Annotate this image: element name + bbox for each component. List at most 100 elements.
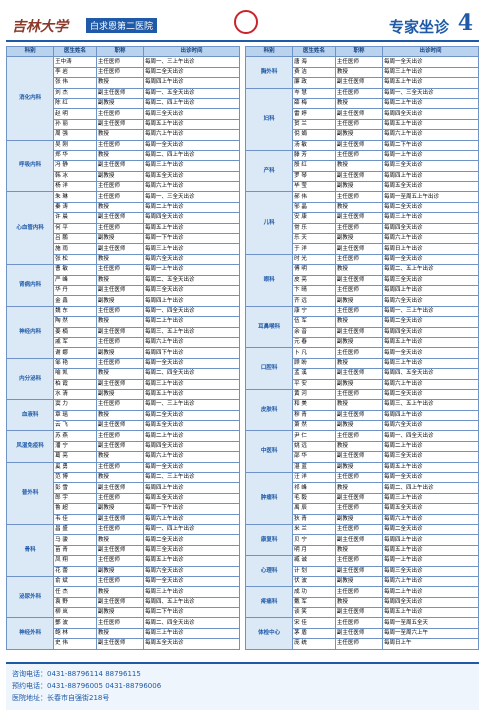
cell: 周 强 [53,129,97,141]
cell: 每周五上午出诊 [382,118,479,131]
cell: 每周六上午出诊 [143,181,240,193]
cell: 毕 莹 [292,181,336,193]
dept-cell: 体检中心 [244,617,294,650]
cell: 每周三上午出诊 [143,378,240,390]
cell: 每周二上午出诊 [143,316,240,328]
cell: 每周六全天出诊 [382,295,479,307]
cell: 教授 [95,471,145,484]
cell: 尹 仁 [292,430,336,442]
cell: 副主任医师 [334,212,384,224]
cell: 吕 鹏 [53,233,97,245]
cell: 窦 力 [53,399,97,411]
cell: 狄 青 [292,513,336,525]
cell: 副教授 [95,97,145,110]
column-header: 医生姓名 [53,45,97,58]
cell: 每周六上午出诊 [382,575,479,588]
cell: 每周二全天出诊 [143,534,240,546]
cell: 曹 敏 [53,264,97,276]
cell: 每周三上午出诊 [143,243,240,255]
cell: 主任医师 [334,87,384,99]
cell: 每周一至周五全天 [382,617,479,629]
cell: 宋 佳 [292,617,336,629]
cell: 许 晨 [53,212,97,224]
cell: 每周六上午出诊 [382,378,479,390]
cell: 副教授 [95,295,145,307]
row: 体检中心宋 佳主任医师 每周一至周五全天 [244,617,479,650]
cell: 每周一、三上午出诊 [143,399,240,411]
cell: 副主任医师 [95,212,145,224]
cell: 每周五上午出诊 [143,118,240,131]
cell: 每周三、五上午出诊 [143,326,240,338]
cell: 任 杰 [53,586,97,598]
cell: 教授 [95,129,145,141]
cell: 每周一、五全天出诊 [143,87,240,99]
cell: 副主任医师 [334,565,384,577]
cell: 副主任医师 [95,440,145,453]
cell: 教授 [334,66,384,79]
cell: 每周三全天出诊 [382,274,479,287]
cell: 每周二、四上午出诊 [143,97,240,110]
cell: 每周四、五上午出诊 [143,596,240,609]
cell: 昌 盛 [53,523,97,536]
dept-cell: 中医科 [244,430,294,474]
cell: 邹 艳 [53,357,97,370]
header: 吉林大学 白求恩第二医院 专家坐诊 4 [6,6,479,42]
cell: 副主任医师 [334,451,384,463]
cell: 每周六全天出诊 [143,253,240,266]
cell: 潘 宁 [53,440,97,453]
cell: 主任医师 [95,430,145,442]
cell: 元 春 [292,336,336,349]
schedule-table: 科别 医生姓名 职称 出诊时间 胸外科唐 海主任医师 每周一全天出诊费 洁教授 每周三上午出… [244,45,479,650]
cell: 每周二全天出诊 [382,316,479,328]
cell: 每周一全天出诊 [382,347,479,359]
cell: 每周二、四全天出诊 [143,617,240,629]
cell: 主任医师 [334,118,384,131]
cell: 每周三全天出诊 [143,284,240,297]
cell: 顾 盼 [292,357,336,370]
dept-cell: 儿科 [244,191,294,255]
cell: 米 兰 [292,523,336,536]
cell: 主任医师 [95,181,145,193]
cell: 教授 [95,316,145,328]
cell: 每周三上午出诊 [382,212,479,224]
row: 内分泌科邹 艳主任医师 每周一全天出诊 [5,357,240,401]
cell: 每周一下午出诊 [143,503,240,515]
cell: 每周一上午出诊 [143,264,240,276]
cell: 祁 峰 [292,482,336,494]
logo [234,10,258,34]
cell: 副主任医师 [95,243,145,255]
cell: 副主任医师 [334,534,384,546]
cell: 教授 [334,97,384,110]
cell: 副教授 [334,420,384,432]
cell: 孙 丽 [53,118,97,131]
cell: 柏 霞 [53,378,97,390]
cell: 每周五上午出诊 [382,461,479,474]
dept-cell: 心血管内科 [5,191,55,266]
cell: 每周三上午出诊 [382,66,479,79]
cell: 主任医师 [95,108,145,120]
cell: 水 清 [53,388,97,401]
cell: 伏 波 [292,575,336,588]
cell: 卜 凡 [292,347,336,359]
cell: 每周四上午出诊 [382,409,479,422]
cell: 每周五全天出诊 [382,503,479,515]
cell: 余 音 [292,326,336,338]
cell: 教授 [334,544,384,557]
cell: 副主任医师 [334,77,384,89]
cell: 成 功 [292,586,336,598]
cell: 副教授 [95,347,145,359]
cell: 史 伟 [53,638,97,650]
row: 消化内科 王中涛 主任医师 每周一、三上午出诊 [5,56,240,141]
cell: 苏 燕 [53,430,97,442]
row: 史 伟副主任医师 每周五全天出诊 [7,638,240,650]
cell: 每周六全天出诊 [143,565,240,577]
row: 李 岩主任医师 每周二全天出诊 [7,66,240,79]
cell: 皮 亮 [292,274,336,287]
cell: 主任医师 [95,222,145,235]
row: 产科滕 芳主任医师 每周一上午出诊 [244,149,479,193]
cell: 副教授 [95,503,145,515]
cell: 每周三全天出诊 [382,565,479,577]
cell: 教授 [95,274,145,287]
dept-cell: 神经内科 [5,305,55,359]
